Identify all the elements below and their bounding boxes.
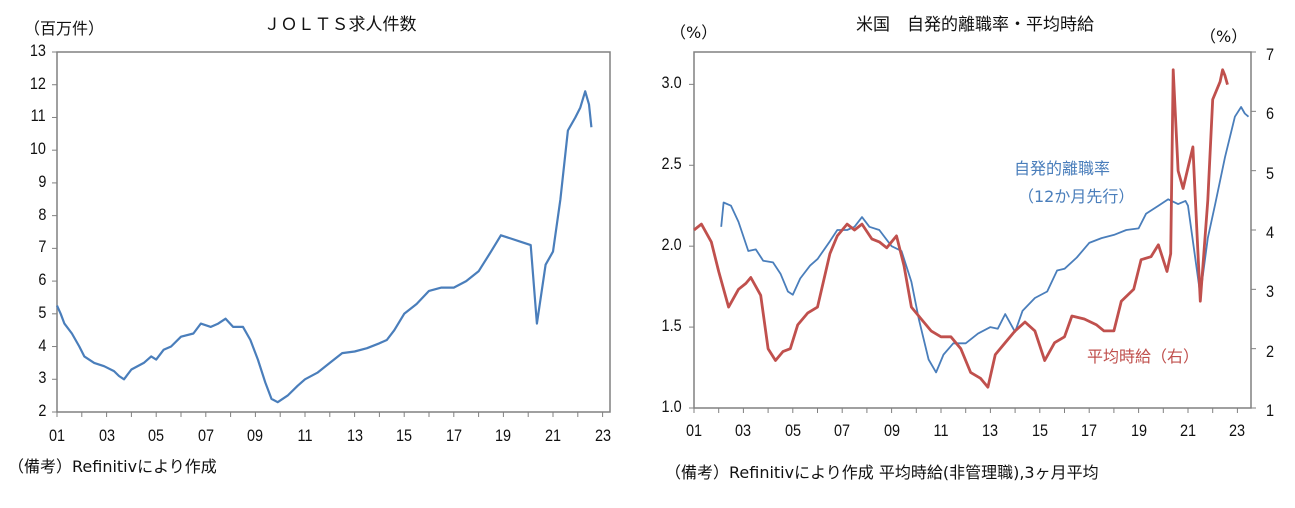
- chart2-quit-rate-line: [720, 106, 1250, 374]
- chart1-y-tick-label: 6: [37, 270, 46, 290]
- chart1-x-tick-label: 15: [396, 426, 413, 445]
- chart1-job-openings-line: [55, 90, 593, 404]
- chart1-x-tick-label: 13: [346, 426, 363, 445]
- chart1-y-tick-label: 3: [37, 368, 46, 388]
- chart1-y-tick-label: 8: [37, 204, 46, 224]
- legend-quit-rate-sub: （12か月先行）: [1018, 187, 1135, 206]
- chart2-right-y-tick-label: 1: [1266, 401, 1275, 420]
- chart1-x-tick-label: 03: [98, 426, 115, 445]
- chart2-left-y-tick-label: 2.5: [661, 154, 682, 174]
- chart2-x-tick-label: 21: [1179, 421, 1197, 440]
- chart2-x-tick-label: 05: [784, 421, 801, 440]
- chart2-left-y-tick-label: 1.0: [661, 397, 682, 416]
- legend-quit-rate: 自発的離職率: [1014, 159, 1111, 178]
- chart1-x-tick-label: 11: [297, 426, 313, 445]
- chart1-x-tick-label: 07: [197, 426, 214, 445]
- chart2-left-y-tick-label: 2.0: [661, 235, 682, 255]
- chart2-right-y-tick-label: 4: [1266, 223, 1275, 242]
- chart1-x-tick-label: 09: [247, 426, 264, 445]
- chart2-right-y-tick-label: 3: [1266, 282, 1275, 302]
- chart2-left-y-tick-label: 1.5: [661, 316, 682, 336]
- chart2-right-y-tick-label: 6: [1266, 104, 1275, 124]
- chart1-y-tick-label: 2: [37, 401, 46, 420]
- chart1-title: ＪＯＬＴＳ求人件数: [263, 15, 417, 35]
- chart2-x-tick-label: 09: [883, 421, 900, 440]
- chart2-x-tick-label: 17: [1081, 421, 1098, 440]
- chart2-right-y-tick-label: 2: [1266, 341, 1275, 361]
- chart2-left-unit: （%）: [670, 23, 718, 42]
- chart1-y-tick-label: 5: [37, 302, 46, 322]
- chart1-y-tick-label: 4: [37, 335, 46, 355]
- chart1-x-tick-label: 23: [594, 426, 611, 445]
- chart1-plot-frame: [56, 51, 611, 413]
- chart1-x-tick-label: 05: [148, 426, 165, 445]
- chart2-note: （備考）Refinitivにより作成 平均時給(非管理職),3ヶ月平均: [665, 463, 1099, 482]
- chart2-title: 米国 自発的離職率・平均時給: [856, 15, 1094, 35]
- legend-hourly-wage: 平均時給（右）: [1087, 347, 1200, 366]
- chart2-right-unit: （%）: [1200, 27, 1248, 46]
- chart2-x-tick-label: 11: [933, 421, 949, 440]
- chart1-y-tick-label: 7: [37, 237, 46, 257]
- chart1-y-tick-label: 10: [29, 139, 46, 159]
- chart1-x-tick-label: 17: [445, 426, 462, 445]
- chart2-x-tick-label: 07: [834, 421, 851, 440]
- chart2-right-y-tick-label: 5: [1266, 163, 1275, 183]
- chart1-y-unit: （百万件）: [24, 19, 105, 38]
- chart2-left-y-tick-label: 3.0: [661, 73, 682, 93]
- chart1-note: （備考）Refinitivにより作成: [8, 457, 217, 476]
- chart2-x-tick-label: 19: [1130, 421, 1147, 440]
- chart2-x-tick-label: 23: [1229, 421, 1246, 440]
- chart1-y-tick-label: 12: [29, 73, 46, 93]
- chart1-x-tick-label: 01: [48, 426, 66, 445]
- chart1-x-tick-label: 19: [495, 426, 512, 445]
- chart2-right-y-tick-label: 7: [1266, 45, 1275, 64]
- chart2-x-tick-label: 01: [685, 421, 703, 440]
- chart2-x-tick-label: 03: [735, 421, 752, 440]
- chart2-x-tick-label: 13: [982, 421, 999, 440]
- chart1-y-tick-label: 13: [29, 41, 46, 60]
- chart2-hourly-wage-line: [693, 68, 1229, 389]
- chart1-y-tick-label: 9: [37, 171, 46, 191]
- chart1-x-tick-label: 21: [544, 426, 562, 445]
- chart2-x-tick-label: 15: [1031, 421, 1048, 440]
- chart1-y-tick-label: 11: [30, 106, 46, 126]
